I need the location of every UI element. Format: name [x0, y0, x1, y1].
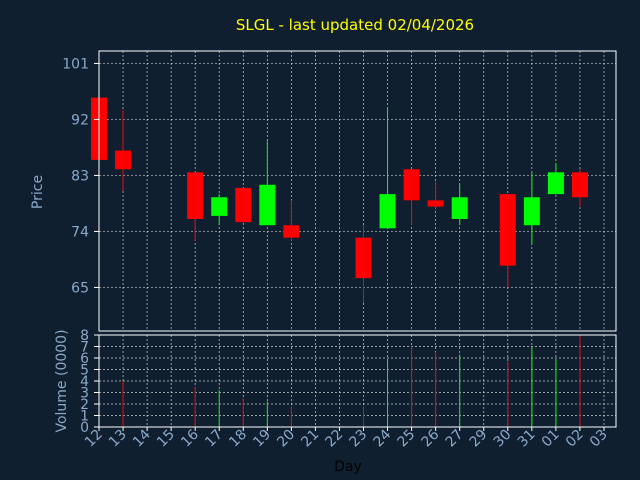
- price-y-tick-label: 83: [71, 168, 89, 184]
- chart-title: SLGL - last updated 02/04/2026: [236, 16, 474, 34]
- candle-body-up: [379, 194, 396, 229]
- price-y-tick-label: 92: [71, 112, 89, 128]
- volume-y-tick-label: 2: [80, 397, 89, 413]
- candle-body-up: [451, 197, 468, 219]
- volume-y-tick-label: 0: [80, 420, 89, 436]
- candle-body-up: [523, 197, 540, 226]
- candle-body-up: [259, 184, 276, 226]
- volume-y-tick-label: 1: [80, 409, 89, 425]
- candle-body-down: [427, 200, 444, 207]
- candle-body-up: [211, 197, 228, 216]
- candle-body-down: [235, 187, 252, 223]
- volume-y-tick-label: 8: [80, 328, 89, 344]
- candle-body-up: [547, 172, 564, 195]
- volume-y-tick-label: 3: [80, 386, 89, 402]
- volume-y-tick-label: 4: [80, 374, 89, 390]
- candle-body-down: [115, 150, 132, 170]
- candle-body-down: [355, 237, 372, 279]
- price-y-tick-label: 74: [71, 224, 89, 240]
- candle-body-down: [283, 225, 300, 238]
- x-axis-label: Day: [334, 459, 362, 475]
- price-y-tick-label: 65: [71, 280, 89, 296]
- price-panel-frame: [98, 50, 617, 332]
- candle-body-down: [571, 172, 588, 198]
- candle-body-down: [187, 172, 204, 219]
- candle-body-down: [499, 194, 516, 266]
- volume-bars: [122, 335, 581, 427]
- volume-y-tick-label: 5: [80, 363, 89, 379]
- price-candles: [91, 97, 588, 303]
- price-y-ticks: 101 92 83 74 65: [62, 56, 99, 296]
- volume-axis-label: Volume (0000): [54, 329, 70, 432]
- candle-body-down: [403, 169, 420, 201]
- volume-y-tick-label: 6: [80, 351, 89, 367]
- price-axis-label: Price: [30, 175, 46, 209]
- volume-y-tick-label: 7: [80, 340, 89, 356]
- price-panel: 101 92 83 74 65 Price: [30, 50, 617, 332]
- price-y-tick-label: 101: [62, 56, 89, 72]
